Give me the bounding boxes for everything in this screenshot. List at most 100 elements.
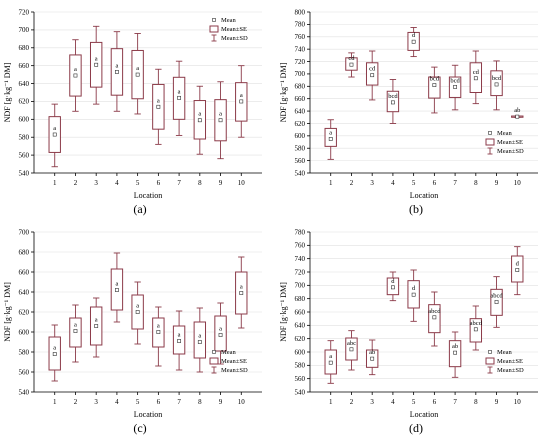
y-tick-label: 720: [295, 268, 306, 276]
mean-point: [473, 76, 478, 81]
group-letter: a: [157, 97, 160, 104]
y-axis-label: NDF [g·kg⁻¹ DM]: [279, 282, 288, 342]
x-tick-label: 8: [474, 179, 478, 187]
group-letter: cd: [348, 55, 355, 62]
x-tick-label: 2: [74, 179, 78, 187]
y-tick-label: 700: [295, 70, 306, 78]
mean-point: [370, 356, 375, 361]
y-tick-label: 700: [295, 282, 306, 290]
panel-1: 540 560 580 600 620 640 660 680 700 720 1 2 3 4 5 6 7 8 9 1…: [3, 8, 262, 216]
x-tick-label: 10: [514, 179, 522, 187]
panel-label: (b): [409, 202, 423, 216]
y-tick-label: 560: [295, 157, 306, 165]
legend-mean: Mean: [497, 130, 513, 137]
x-tick-label: 8: [474, 398, 478, 406]
group-letter: a: [74, 66, 77, 73]
mean-point: [328, 137, 333, 141]
x-tick-label: 3: [94, 398, 98, 406]
legend-se-symbol: [209, 25, 219, 33]
mean-point: [52, 352, 57, 356]
mean-point: [391, 285, 395, 290]
group-letter: a: [178, 88, 181, 95]
mean-point: [391, 100, 395, 105]
x-tick-label: 5: [136, 179, 140, 187]
y-axis-label: NDF [g·kg⁻¹ DM]: [3, 282, 12, 342]
y-tick-label: 700: [19, 26, 30, 34]
legend-mean: Mean: [497, 349, 513, 356]
y-tick-label: 620: [19, 98, 30, 106]
y-tick-label: 600: [19, 328, 30, 336]
group-letter: d: [412, 285, 416, 292]
group-letter: abc: [347, 340, 356, 347]
mean-point: [453, 350, 457, 355]
mean-point: [411, 292, 416, 297]
mean-point: [349, 62, 354, 67]
y-tick-label: 640: [295, 322, 306, 330]
panel-3: 540 560 580 600 620 640 660 680 700 1 2 3 4 5 6 7 8 9 10 Lo…: [3, 228, 262, 435]
legend-sd: Mean±SD: [221, 35, 248, 42]
x-tick-label: 3: [370, 398, 374, 406]
y-tick-label: 660: [295, 95, 306, 103]
mean-point: [156, 330, 161, 334]
panel-4: 540 560 580 600 620 640 660 680 700 720 740 760 780 1…: [279, 228, 538, 435]
y-tick-label: 580: [295, 145, 306, 153]
legend-sd: Mean±SD: [221, 367, 248, 374]
group-letter: a: [136, 65, 139, 72]
x-tick-label: 6: [433, 398, 437, 406]
legend-se: Mean±SE: [497, 139, 523, 146]
group-letter: a: [219, 111, 222, 118]
legend-se-symbol: [485, 357, 495, 365]
group-letter: a: [115, 62, 118, 69]
x-tick-label: 7: [177, 179, 181, 187]
mean-point: [370, 73, 375, 78]
group-letter: a: [198, 111, 201, 118]
group-letter: a: [198, 333, 201, 340]
legend-mean: Mean: [221, 17, 237, 24]
y-tick-label: 780: [295, 228, 306, 236]
group-letter: bcd: [450, 77, 460, 84]
mean-point: [94, 324, 99, 328]
mean-point: [239, 291, 244, 295]
x-tick-label: 6: [157, 179, 161, 187]
mean-point: [411, 39, 416, 44]
mean-point: [473, 327, 478, 332]
legend-se: Mean±SE: [497, 358, 523, 365]
x-tick-label: 9: [495, 398, 499, 406]
legend-mean-symbol: [488, 131, 492, 135]
group-letter: d: [391, 278, 395, 285]
mean-point: [115, 288, 119, 292]
x-tick-label: 5: [136, 398, 140, 406]
group-letter: a: [53, 125, 56, 132]
y-tick-label: 680: [295, 83, 306, 91]
group-letter: abcd: [470, 320, 483, 327]
y-tick-label: 580: [19, 134, 30, 142]
legend-se: Mean±SE: [221, 26, 247, 33]
y-tick-label: 680: [19, 248, 30, 256]
mean-point: [453, 85, 457, 89]
group-letter: a: [219, 326, 222, 333]
x-tick-label: 9: [219, 398, 223, 406]
y-tick-label: 540: [295, 169, 306, 177]
y-tick-label: 600: [295, 348, 306, 356]
panel-label: (a): [133, 202, 146, 216]
y-tick-label: 620: [295, 335, 306, 343]
y-tick-label: 800: [295, 8, 306, 16]
group-letter: a: [95, 55, 98, 62]
group-letter: a: [74, 322, 77, 329]
x-tick-label: 10: [514, 398, 522, 406]
mean-point: [94, 62, 99, 67]
group-letter: cd: [473, 69, 480, 76]
y-tick-label: 580: [19, 348, 30, 356]
mean-point: [135, 72, 140, 77]
y-tick-label: 740: [295, 45, 306, 53]
group-letter: cd: [369, 66, 376, 73]
x-tick-label: 5: [412, 398, 416, 406]
x-axis-label: Location: [410, 410, 438, 419]
x-tick-label: 2: [74, 398, 78, 406]
legend-sd: Mean±SD: [497, 367, 524, 374]
y-tick-label: 720: [295, 58, 306, 66]
x-tick-label: 7: [453, 179, 457, 187]
group-letter: a: [329, 353, 332, 360]
y-tick-label: 540: [19, 388, 30, 396]
x-tick-label: 2: [350, 398, 354, 406]
